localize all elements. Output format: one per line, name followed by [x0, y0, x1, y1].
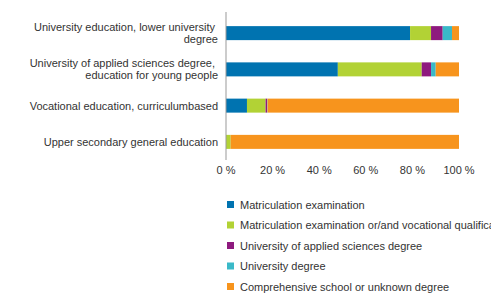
chart: 0 % 20 % 40 % 60 % 80 % 100 % University educa… [0, 0, 491, 303]
tick-label: 60 % [353, 164, 378, 176]
legend-swatch [227, 201, 234, 208]
bar-segment [338, 62, 422, 76]
bar-segment [422, 62, 431, 76]
bar-segment [247, 99, 266, 113]
bar-segment [436, 62, 459, 76]
legend-swatch [227, 263, 234, 270]
tick-label: 80 % [400, 164, 425, 176]
legend-swatch [227, 242, 234, 249]
category-label: Upper secondary general education [44, 136, 218, 148]
bar-segment [410, 26, 431, 40]
tick-label: 20 % [260, 164, 285, 176]
tick-label: 0 % [217, 164, 236, 176]
axis-line [226, 12, 227, 160]
bar-segment [226, 62, 338, 76]
bar-segment [266, 99, 267, 113]
tick-label: 100 % [443, 164, 474, 176]
legend-label: Matriculation examination or/and vocatio… [240, 219, 491, 231]
bar-segment [231, 135, 459, 149]
bar-segment [431, 62, 436, 76]
legend-label: Comprehensive school or unknown degree [240, 281, 449, 293]
legend-label: University degree [240, 260, 326, 272]
legend-label: Matriculation examination [240, 199, 365, 211]
legend-swatch [227, 222, 234, 229]
bar-segment [226, 26, 410, 40]
bar-segment [452, 26, 459, 40]
tick-label: 40 % [307, 164, 332, 176]
bar-segment [443, 26, 452, 40]
legend-label: University of applied sciences degree [240, 240, 422, 252]
category-label: University education, lower university d… [34, 21, 218, 45]
bar-segment [226, 99, 247, 113]
category-label: University of applied sciences degree, e… [30, 57, 218, 81]
bar-segment [267, 99, 459, 113]
category-label: Vocational education, curriculumbased [30, 100, 218, 112]
bar-segment [431, 26, 443, 40]
legend-swatch [227, 283, 234, 290]
bar-segment [226, 135, 231, 149]
bars [226, 26, 459, 149]
